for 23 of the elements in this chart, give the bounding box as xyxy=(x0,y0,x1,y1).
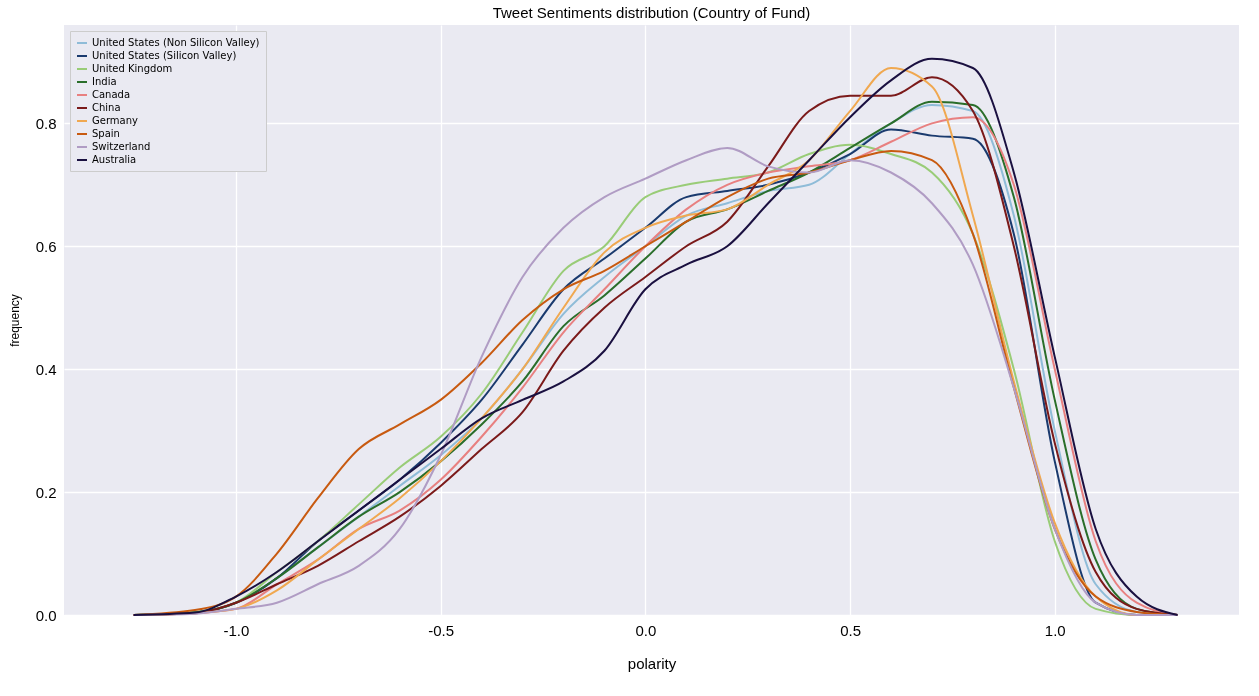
legend-label: Germany xyxy=(92,115,139,126)
y-tick-label: 0.0 xyxy=(35,606,57,624)
legend-label: Canada xyxy=(92,89,131,100)
legend-label: United States (Silicon Valley) xyxy=(92,50,237,61)
x-tick-label: -0.5 xyxy=(428,621,455,639)
legend-label: United Kingdom xyxy=(92,63,173,74)
x-axis-title: polarity xyxy=(627,654,677,672)
x-tick-label: -1.0 xyxy=(223,621,250,639)
y-axis-title: frequency xyxy=(7,294,22,347)
y-tick-label: 0.2 xyxy=(35,483,57,501)
x-tick-label: 1.0 xyxy=(1044,621,1066,639)
legend-label: Spain xyxy=(92,128,120,139)
y-tick-label: 0.8 xyxy=(35,114,57,132)
legend-label: Switzerland xyxy=(92,141,151,152)
y-tick-label: 0.4 xyxy=(35,360,57,378)
x-tick-label: 0.5 xyxy=(840,621,861,639)
x-tick-label: 0.0 xyxy=(635,621,657,639)
chart-title: Tweet Sentiments distribution (Country of Fund) xyxy=(492,4,811,21)
legend-label: China xyxy=(92,102,121,113)
legend-label: Australia xyxy=(92,154,137,165)
legend-label: United States (Non Silicon Valley) xyxy=(92,37,260,48)
y-tick-label: 0.6 xyxy=(35,237,57,255)
legend-label: India xyxy=(92,76,117,87)
